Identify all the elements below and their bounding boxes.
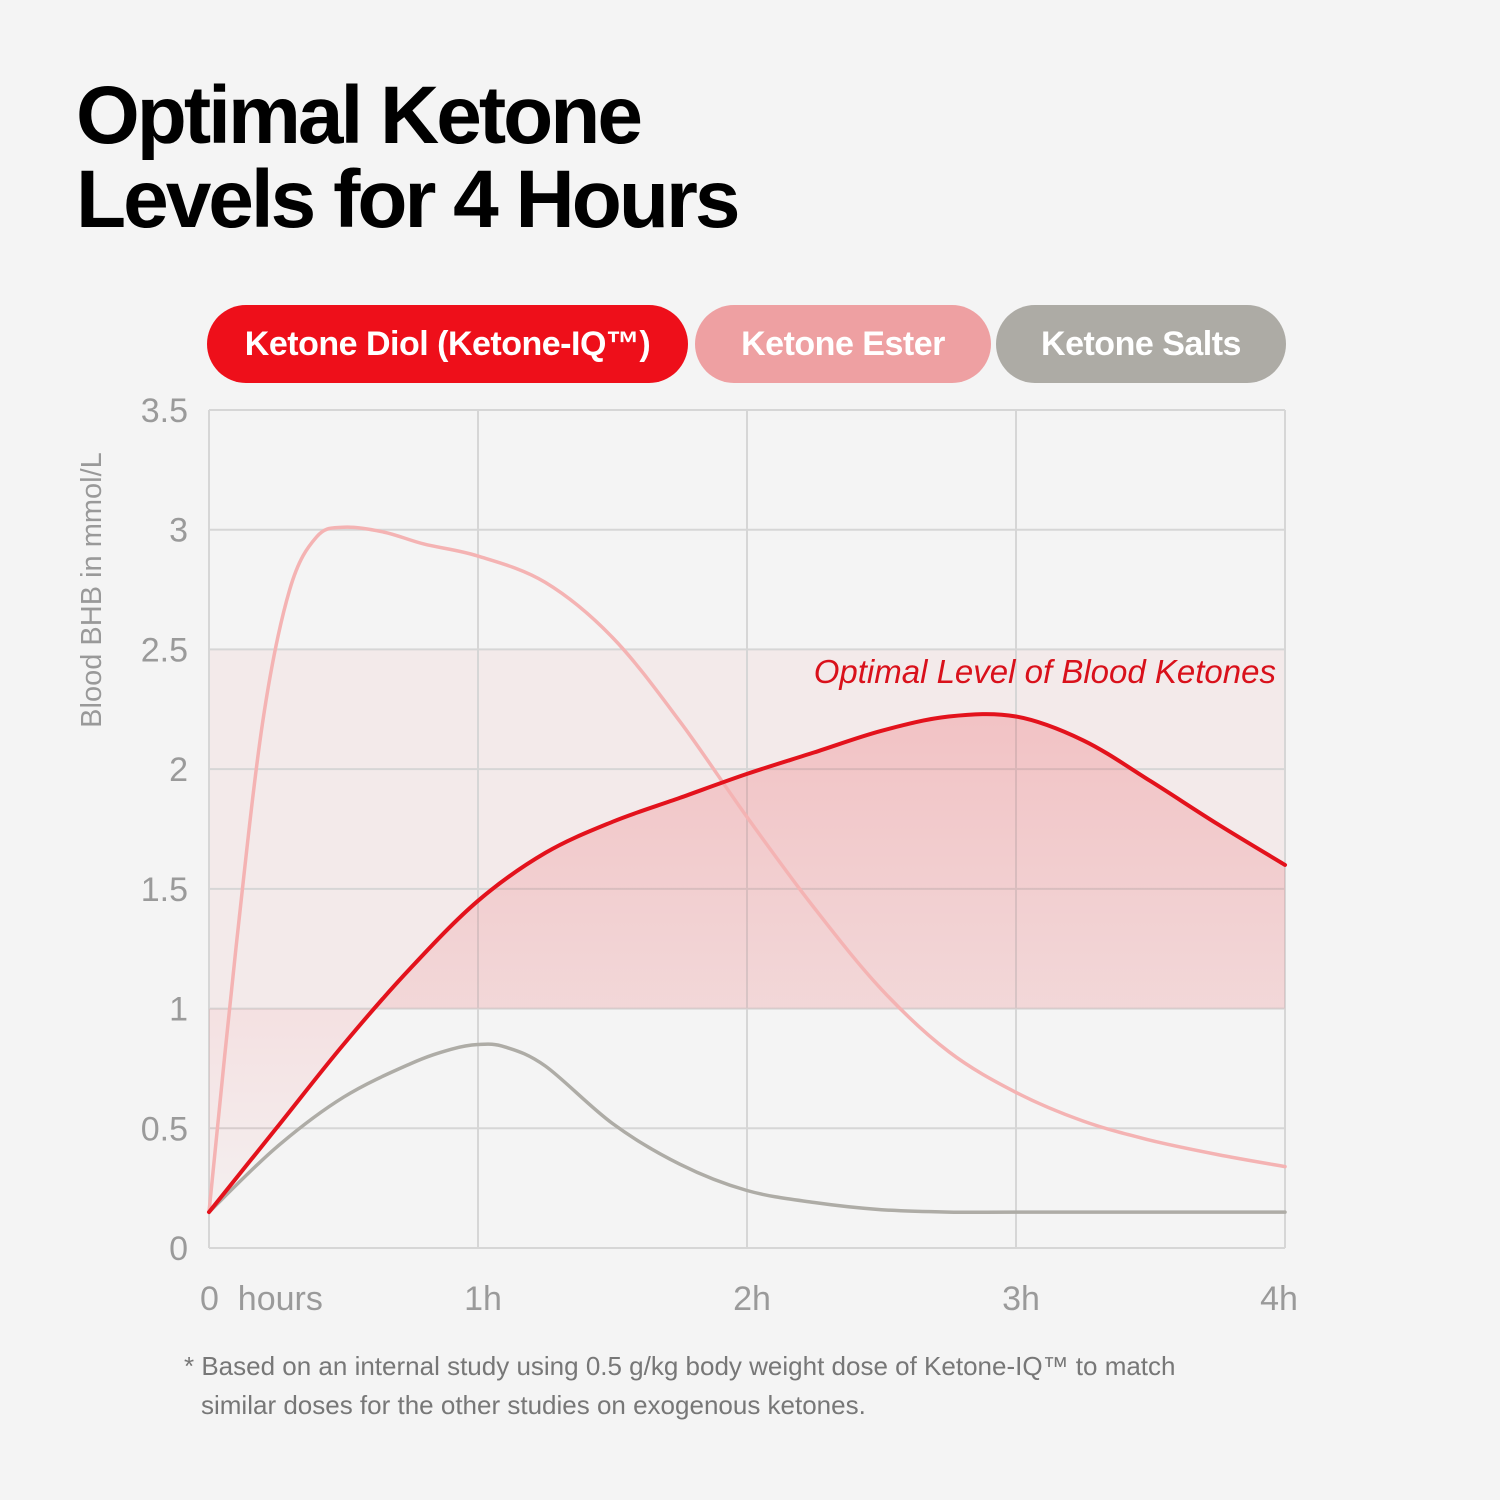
footnote-line-2: similar doses for the other studies on e… [201,1390,866,1420]
series-line-ketone-salts [207,1042,1287,1215]
legend-ketone-salts: Ketone Salts [996,305,1286,383]
y-tick-label: 1 [169,991,188,1029]
legend-ketone-diol: Ketone Diol (Ketone-IQ™) [207,305,688,383]
y-tick-label: 3 [169,512,188,550]
x-tick-label: 0 hours [200,1280,323,1318]
legend-ketone-ester: Ketone Ester [695,305,991,383]
series-line-ketone-diol [207,712,1287,1215]
x-tick-label: 4h [1260,1280,1298,1318]
y-tick-label: 0 [169,1230,188,1268]
x-tick-label: 3h [1002,1280,1040,1318]
page-title: Optimal Ketone Levels for 4 Hours [76,70,740,245]
title-line-2: Levels for 4 Hours [76,154,740,245]
diol-area-fill [209,714,1285,1213]
y-axis-title: Blood BHB in mmol/L [76,452,108,728]
y-tick-label: 3.5 [141,392,188,430]
y-tick-label: 2.5 [141,631,188,669]
y-tick-label: 0.5 [141,1110,188,1148]
footnote: * Based on an internal study using 0.5 g… [184,1347,1364,1425]
y-tick-label: 1.5 [141,871,188,909]
y-tick-label: 2 [169,751,188,789]
footnote-line-1: * Based on an internal study using 0.5 g… [184,1351,1176,1381]
x-tick-label: 1h [464,1280,502,1318]
optimal-band-label: Optimal Level of Blood Ketones [814,653,1276,690]
series-line-ketone-ester [207,525,1287,1214]
x-tick-label: 2h [733,1280,771,1318]
title-line-1: Optimal Ketone [76,70,643,161]
